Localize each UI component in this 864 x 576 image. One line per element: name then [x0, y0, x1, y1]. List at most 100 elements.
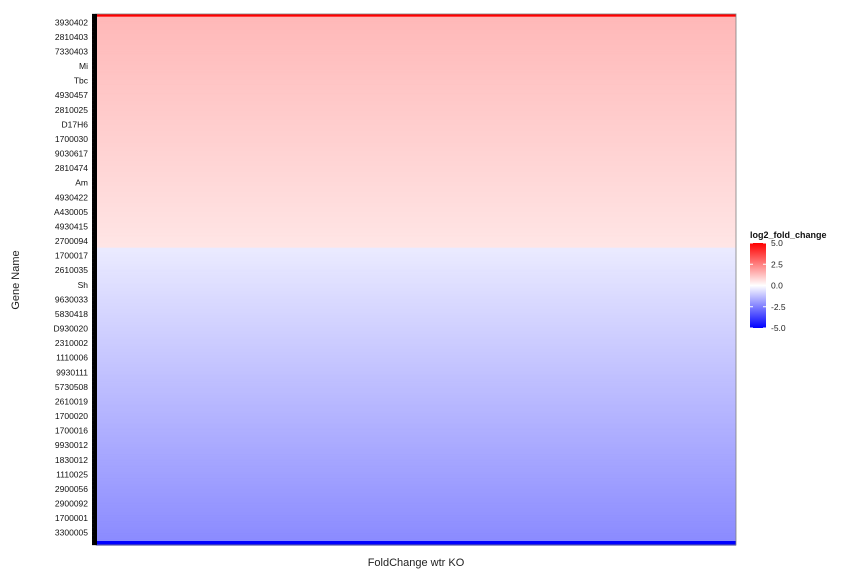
- heatmap-cell: [96, 157, 736, 160]
- heatmap-cell: [96, 128, 736, 131]
- heatmap-cell: [96, 248, 736, 251]
- heatmap-cell: [96, 243, 736, 246]
- heatmap-cell: [96, 15, 736, 18]
- gene-label: 1700001: [55, 513, 88, 523]
- heatmap-cell: [96, 348, 736, 351]
- heatmap-cell: [96, 304, 736, 307]
- heatmap-cell: [96, 233, 736, 235]
- heatmap-cell: [96, 450, 736, 453]
- heatmap-cell: [96, 167, 736, 170]
- heatmap-cell: [96, 279, 736, 282]
- heatmap-cell: [96, 434, 736, 437]
- heatmap-cell: [96, 458, 736, 461]
- heatmap-cell: [96, 89, 736, 92]
- heatmap-cell: [96, 202, 736, 205]
- heatmap-cell: [96, 422, 736, 425]
- heatmap-cell: [96, 194, 736, 197]
- heatmap-cell: [96, 291, 736, 294]
- heatmap-cell: [96, 185, 736, 188]
- heatmap-cell: [96, 375, 736, 378]
- heatmap-cell: [96, 75, 736, 77]
- heatmap-cell: [96, 379, 736, 381]
- heatmap-cell: [96, 177, 736, 180]
- heatmap-cell: [96, 473, 736, 476]
- heatmap-cell: [96, 367, 736, 370]
- heatmap-cell: [96, 456, 736, 458]
- heatmap-cell: [96, 203, 736, 206]
- y-tick-band: [94, 14, 97, 545]
- heatmap-cell: [96, 339, 736, 342]
- colorbar-tick-label: -5.0: [771, 323, 786, 333]
- heatmap-cell: [96, 368, 736, 371]
- heatmap-cell: [96, 373, 736, 376]
- heatmap-cell: [96, 361, 736, 364]
- heatmap-cell: [96, 331, 736, 334]
- heatmap-cell: [96, 28, 736, 31]
- heatmap-cell: [96, 36, 736, 39]
- heatmap-cell: [96, 414, 736, 417]
- heatmap-cell: [96, 158, 736, 161]
- gene-label: 1700016: [55, 426, 88, 436]
- heatmap-cell: [96, 117, 736, 120]
- heatmap-cell: [96, 256, 736, 259]
- heatmap-cell: [96, 311, 736, 314]
- heatmap-cell: [96, 229, 736, 231]
- heatmap-cell: [96, 294, 736, 297]
- heatmap-cell: [96, 270, 736, 273]
- heatmap-cell: [96, 400, 736, 403]
- heatmap-cell: [96, 272, 736, 275]
- heatmap-cell: [96, 140, 736, 143]
- heatmap-cell: [96, 181, 736, 184]
- heatmap-cell: [96, 452, 736, 455]
- heatmap-cell: [96, 213, 736, 216]
- heatmap-cell: [96, 105, 736, 108]
- heatmap-cell: [96, 136, 736, 139]
- heatmap-cell: [96, 263, 736, 266]
- heatmap-cell: [96, 284, 736, 287]
- heatmap-cell: [96, 345, 736, 348]
- heatmap-cell: [96, 164, 736, 166]
- heatmap-cell: [96, 274, 736, 277]
- heatmap-cell: [96, 359, 736, 362]
- heatmap-cell: [96, 529, 736, 531]
- heatmap-cell: [96, 280, 736, 283]
- heatmap-cell: [96, 162, 736, 165]
- gene-label: 3300005: [55, 528, 88, 538]
- gene-label: 1830012: [55, 455, 88, 465]
- heatmap-cell: [96, 179, 736, 182]
- heatmap-cell: [96, 454, 736, 457]
- heatmap-cell: [96, 126, 736, 129]
- heatmap-cell: [96, 425, 736, 428]
- gene-label: D930020: [53, 324, 88, 334]
- heatmap-cell: [96, 360, 736, 363]
- heatmap-cell: [96, 299, 736, 302]
- heatmap-cell: [96, 387, 736, 389]
- heatmap-cell: [96, 76, 736, 79]
- heatmap-cell: [96, 56, 736, 59]
- gene-label: 9930012: [55, 440, 88, 450]
- heatmap-cell: [96, 145, 736, 148]
- heatmap-cell: [96, 80, 736, 83]
- heatmap-cell: [96, 93, 736, 96]
- heatmap-cell: [96, 33, 736, 36]
- heatmap-cell: [96, 129, 736, 132]
- heatmap-cell: [96, 380, 736, 383]
- heatmap-cell: [96, 498, 736, 501]
- heatmap-cell: [96, 468, 736, 470]
- heatmap-cell: [96, 217, 736, 220]
- heatmap-cell: [96, 335, 736, 338]
- heatmap-cell: [96, 223, 736, 226]
- heatmap-cell: [96, 219, 736, 222]
- gene-label: 1110006: [56, 353, 88, 363]
- heatmap-cell: [96, 178, 736, 181]
- colorbar-tick-label: 0.0: [771, 281, 783, 291]
- heatmap-cell: [96, 333, 736, 336]
- heatmap-cell: [96, 49, 736, 52]
- heatmap-cell: [96, 426, 736, 429]
- heatmap-cell: [96, 235, 736, 238]
- heatmap-cell: [96, 295, 736, 298]
- heatmap-cell: [96, 539, 736, 542]
- heatmap-cell: [96, 169, 736, 172]
- heatmap-cell: [96, 268, 736, 271]
- heatmap-cell: [96, 144, 736, 147]
